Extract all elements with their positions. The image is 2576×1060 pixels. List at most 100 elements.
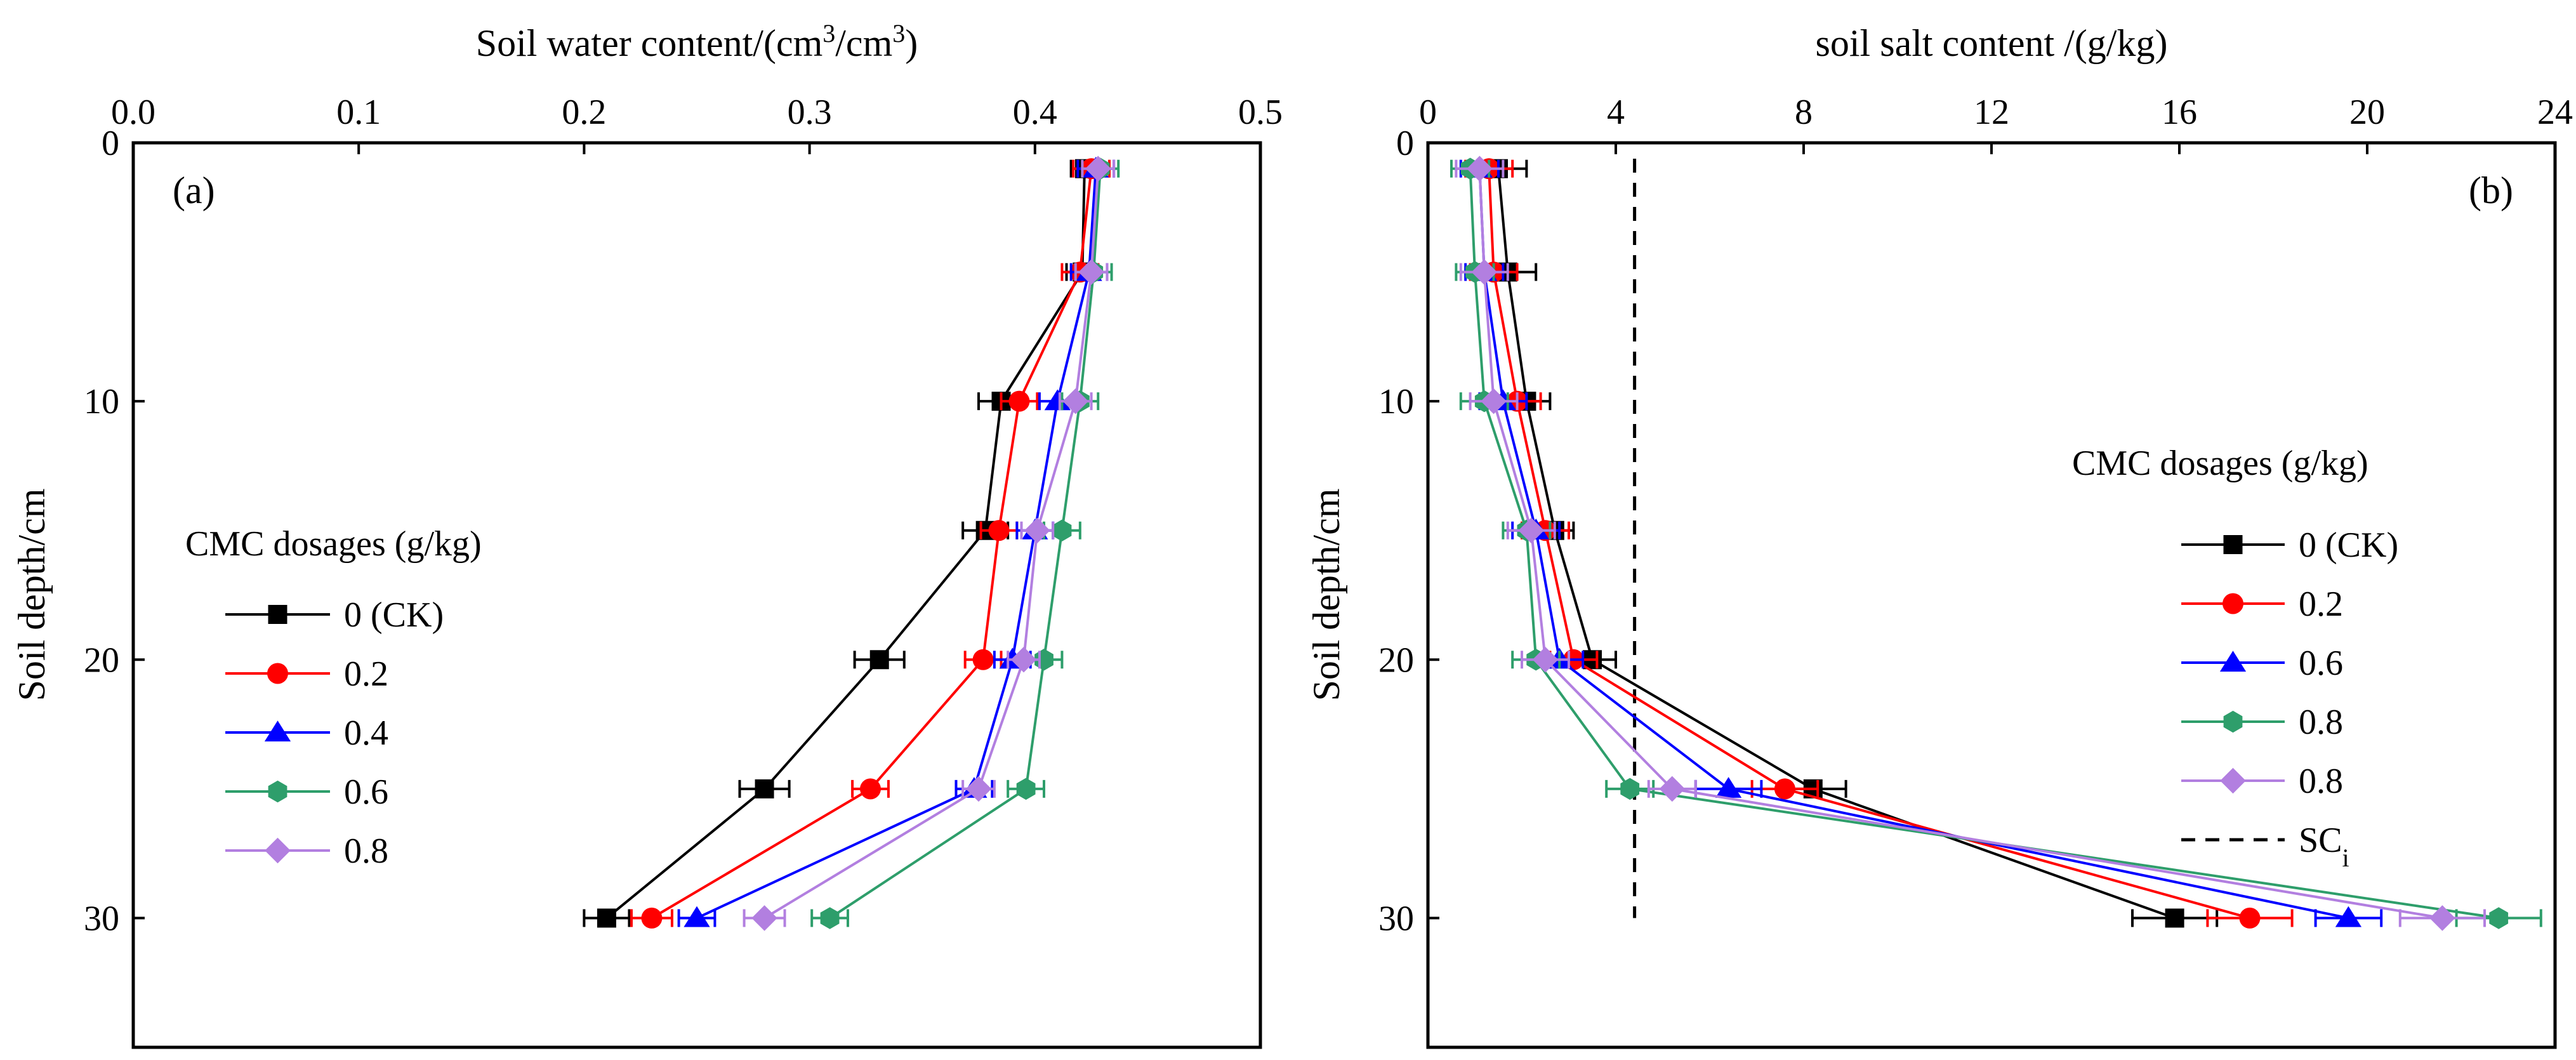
panel-b: soil salt content /(g/kg) Soil depth/cm … [1305, 22, 2573, 1049]
x-tick-label: 0 [1419, 93, 1437, 132]
axes-a: 0.0 0.1 0.2 0.3 0.4 0.5 0 10 20 30 [84, 93, 1283, 938]
x-tick-label: 20 [2349, 93, 2385, 132]
legend-entry: 0.2 [225, 654, 388, 694]
data-point [1518, 517, 1545, 543]
series-line [1478, 168, 2443, 920]
data-point [1471, 259, 1498, 285]
legend-a: CMC dosages (g/kg) 0 (CK) 0.2 0.4 0.6 0.8 [185, 524, 482, 871]
x-tick-label: 8 [1795, 93, 1813, 132]
series-2 [630, 158, 1111, 929]
legend-label: 0.8 [2299, 762, 2343, 801]
legend-entry: 0.6 [225, 772, 388, 812]
series-5 [743, 156, 1116, 931]
series-1 [583, 159, 1100, 928]
series-line [605, 168, 1086, 919]
legend-entry: 0 (CK) [225, 595, 444, 635]
data-point [965, 776, 992, 802]
x-tick-label: 0.0 [111, 93, 155, 132]
data-point [2429, 905, 2455, 931]
data-point [1715, 777, 1742, 798]
y-tick-label: 0 [102, 124, 119, 163]
axes-b: 0 4 8 12 16 20 24 0 10 20 30 [1378, 93, 2573, 938]
data-point [1481, 388, 1507, 414]
data-point [1052, 519, 1072, 541]
series-line [651, 168, 1093, 920]
legend-marker [265, 837, 291, 864]
legend-marker [268, 605, 287, 624]
legend-entry-reference: SCi [2181, 821, 2349, 872]
legend-label: 0.8 [2299, 703, 2343, 742]
data-point [1085, 156, 1111, 182]
legend-label: 0.2 [2299, 585, 2343, 624]
legend-entry: 0 (CK) [2181, 526, 2398, 565]
y-tick-label: 0 [1396, 124, 1414, 163]
legend-marker [2223, 535, 2243, 554]
legend-marker [267, 663, 288, 684]
legend-title-a: CMC dosages (g/kg) [185, 524, 482, 564]
legend-marker [2219, 651, 2247, 672]
data-point [1008, 390, 1030, 412]
legend-title-b: CMC dosages (g/kg) [2072, 444, 2368, 483]
legend-entry: 0.8 [2181, 762, 2343, 801]
y-tick-label: 20 [1378, 640, 1414, 680]
data-point [1062, 388, 1088, 414]
plot-frame-a [131, 141, 1262, 1049]
legend-marker [2223, 593, 2243, 614]
y-tick-label: 30 [1378, 899, 1414, 938]
legend-label-sci: SCi [2299, 821, 2349, 872]
plot-frame-b [1426, 141, 2557, 1049]
data-point [751, 905, 777, 931]
x-tick-label: 12 [1974, 93, 2009, 132]
data-point [641, 907, 663, 929]
series-5 [1455, 156, 2486, 931]
legend-marker [268, 780, 287, 803]
data-point [1467, 156, 1493, 182]
x-tick-label: 0.1 [336, 93, 381, 132]
data-point [972, 649, 994, 670]
y-tick-label: 30 [84, 899, 119, 938]
x-axis-title-a: Soil water content/(cm3/cm3) [476, 19, 918, 65]
data-point [2165, 908, 2184, 928]
legend-label: 0.2 [344, 654, 388, 694]
y-tick-label: 20 [84, 640, 119, 680]
series-line [829, 168, 1102, 920]
data-point [1016, 778, 1036, 800]
legend-entry: 0.2 [2181, 585, 2343, 624]
legend-label: 0.6 [2299, 644, 2343, 683]
legend-label: 0.8 [344, 831, 388, 871]
data-point [2335, 906, 2362, 927]
data-point [1532, 647, 1559, 673]
data-point [988, 520, 1010, 541]
legend-entry: 0.8 [225, 831, 388, 871]
x-tick-label: 4 [1607, 93, 1625, 132]
series-group-b [1450, 156, 2542, 931]
legend-label: 0 (CK) [2299, 526, 2398, 565]
data-point [1774, 778, 1795, 800]
data-point [755, 779, 774, 798]
data-point [2239, 907, 2261, 929]
panel-a: Soil water content/(cm3/cm3) Soil depth/… [11, 19, 1283, 1049]
legend-label: 0 (CK) [344, 595, 444, 635]
data-point [597, 908, 616, 928]
series-line [763, 168, 1100, 920]
series-line [1488, 168, 2250, 920]
y-tick-label: 10 [1378, 382, 1414, 421]
data-point [1620, 778, 1640, 800]
x-tick-label: 0.2 [562, 93, 606, 132]
legend-marker [2220, 767, 2246, 794]
legend-entry: 0.6 [2181, 644, 2343, 683]
y-axis-title-b: Soil depth/cm [1305, 489, 1347, 701]
x-tick-label: 16 [2162, 93, 2197, 132]
x-tick-label: 0.3 [788, 93, 832, 132]
data-point [1078, 259, 1104, 285]
panel-label-b: (b) [2469, 169, 2513, 211]
series-3 [1459, 156, 2383, 927]
data-point [1044, 389, 1071, 411]
data-point [684, 906, 710, 927]
legend-entry: 0.8 [2181, 703, 2343, 742]
series-3 [677, 156, 1116, 927]
data-point [860, 778, 882, 800]
legend-label: 0.6 [344, 772, 388, 812]
series-group-a [583, 156, 1120, 931]
x-tick-label: 24 [2537, 93, 2573, 132]
